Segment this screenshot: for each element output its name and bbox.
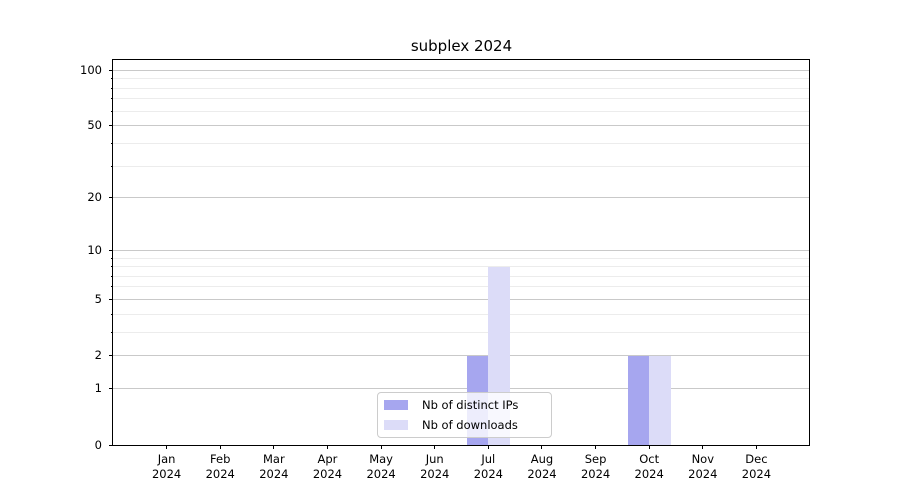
x-tick-aug-2024 — [541, 445, 543, 449]
y-minor-tick-8 — [110, 266, 113, 268]
y-tick-label-50: 50 — [87, 118, 102, 133]
x-tick-label-apr-2024: Apr 2024 — [312, 452, 343, 481]
y-minor-tick-9 — [110, 257, 113, 259]
x-tick-jul-2024 — [487, 445, 489, 449]
x-tick-label-may-2024: May 2024 — [366, 452, 396, 481]
downloads-swatch-icon — [384, 419, 408, 430]
x-tick-feb-2024 — [219, 445, 221, 449]
bar-nb-of-distinct-ips-oct-2024 — [627, 355, 650, 445]
y-tick-label-2: 2 — [94, 348, 102, 363]
gridline-minor-90 — [113, 78, 810, 80]
y-tick-label-20: 20 — [87, 190, 102, 205]
legend: Nb of distinct IPs Nb of downloads — [377, 392, 552, 438]
x-tick-nov-2024 — [702, 445, 704, 449]
y-tick-label-100: 100 — [80, 62, 102, 77]
y-tick-50 — [109, 125, 113, 127]
y-tick-1 — [109, 388, 113, 390]
x-tick-mar-2024 — [273, 445, 275, 449]
gridline-minor-8 — [113, 266, 810, 268]
gridline-minor-7 — [113, 275, 810, 277]
gridline-major-10 — [113, 249, 810, 251]
x-tick-oct-2024 — [648, 445, 650, 449]
x-tick-may-2024 — [380, 445, 382, 449]
x-tick-label-oct-2024: Oct 2024 — [634, 452, 664, 481]
y-minor-tick-70 — [110, 98, 113, 100]
bar-nb-of-downloads-oct-2024 — [649, 355, 671, 445]
y-tick-5 — [109, 298, 113, 300]
gridline-minor-40 — [113, 142, 810, 144]
gridline-major-2 — [113, 355, 810, 357]
y-tick-label-0: 0 — [94, 437, 102, 452]
y-tick-label-5: 5 — [94, 291, 102, 306]
y-minor-tick-60 — [110, 110, 113, 112]
gridline-major-20 — [113, 197, 810, 199]
legend-item-distinct-ips: Nb of distinct IPs — [384, 397, 543, 414]
gridline-minor-80 — [113, 87, 810, 89]
gridline-major-1 — [113, 388, 810, 390]
gridline-minor-60 — [113, 110, 810, 112]
x-tick-label-mar-2024: Mar 2024 — [259, 452, 289, 481]
gridline-minor-30 — [113, 165, 810, 167]
y-minor-tick-80 — [110, 87, 113, 89]
x-tick-label-dec-2024: Dec 2024 — [741, 452, 772, 481]
y-tick-label-10: 10 — [87, 242, 102, 257]
gridline-minor-70 — [113, 98, 810, 100]
legend-label-downloads: Nb of downloads — [422, 417, 518, 432]
gridline-minor-6 — [113, 286, 810, 288]
y-minor-tick-7 — [110, 275, 113, 277]
x-tick-label-jun-2024: Jun 2024 — [420, 452, 450, 481]
x-tick-apr-2024 — [326, 445, 328, 449]
y-tick-10 — [109, 249, 113, 251]
y-minor-tick-40 — [110, 142, 113, 144]
gridline-major-5 — [113, 298, 810, 300]
x-tick-label-feb-2024: Feb 2024 — [205, 452, 235, 481]
y-tick-100 — [109, 69, 113, 71]
y-tick-2 — [109, 355, 113, 357]
chart-title: subplex 2024 — [410, 37, 513, 55]
y-minor-tick-3 — [110, 331, 113, 333]
y-tick-label-1: 1 — [94, 381, 102, 396]
y-minor-tick-90 — [110, 78, 113, 80]
legend-item-downloads: Nb of downloads — [384, 417, 543, 434]
legend-label-distinct-ips: Nb of distinct IPs — [422, 398, 519, 413]
x-tick-jun-2024 — [434, 445, 436, 449]
y-minor-tick-4 — [110, 313, 113, 315]
x-tick-sep-2024 — [595, 445, 597, 449]
x-tick-jan-2024 — [166, 445, 168, 449]
x-tick-label-sep-2024: Sep 2024 — [580, 452, 611, 481]
y-minor-tick-30 — [110, 165, 113, 167]
gridline-major-100 — [113, 69, 810, 71]
x-tick-label-aug-2024: Aug 2024 — [527, 452, 557, 481]
y-minor-tick-6 — [110, 286, 113, 288]
distinct-ips-swatch-icon — [384, 400, 408, 411]
y-tick-20 — [109, 197, 113, 199]
x-tick-label-jul-2024: Jul 2024 — [473, 452, 503, 481]
gridline-minor-9 — [113, 257, 810, 259]
gridline-major-50 — [113, 125, 810, 127]
x-tick-label-jan-2024: Jan 2024 — [151, 452, 182, 481]
gridline-minor-4 — [113, 313, 810, 315]
x-tick-label-nov-2024: Nov 2024 — [688, 452, 718, 481]
y-tick-0 — [109, 444, 113, 446]
x-tick-dec-2024 — [755, 445, 757, 449]
gridline-minor-3 — [113, 331, 810, 333]
